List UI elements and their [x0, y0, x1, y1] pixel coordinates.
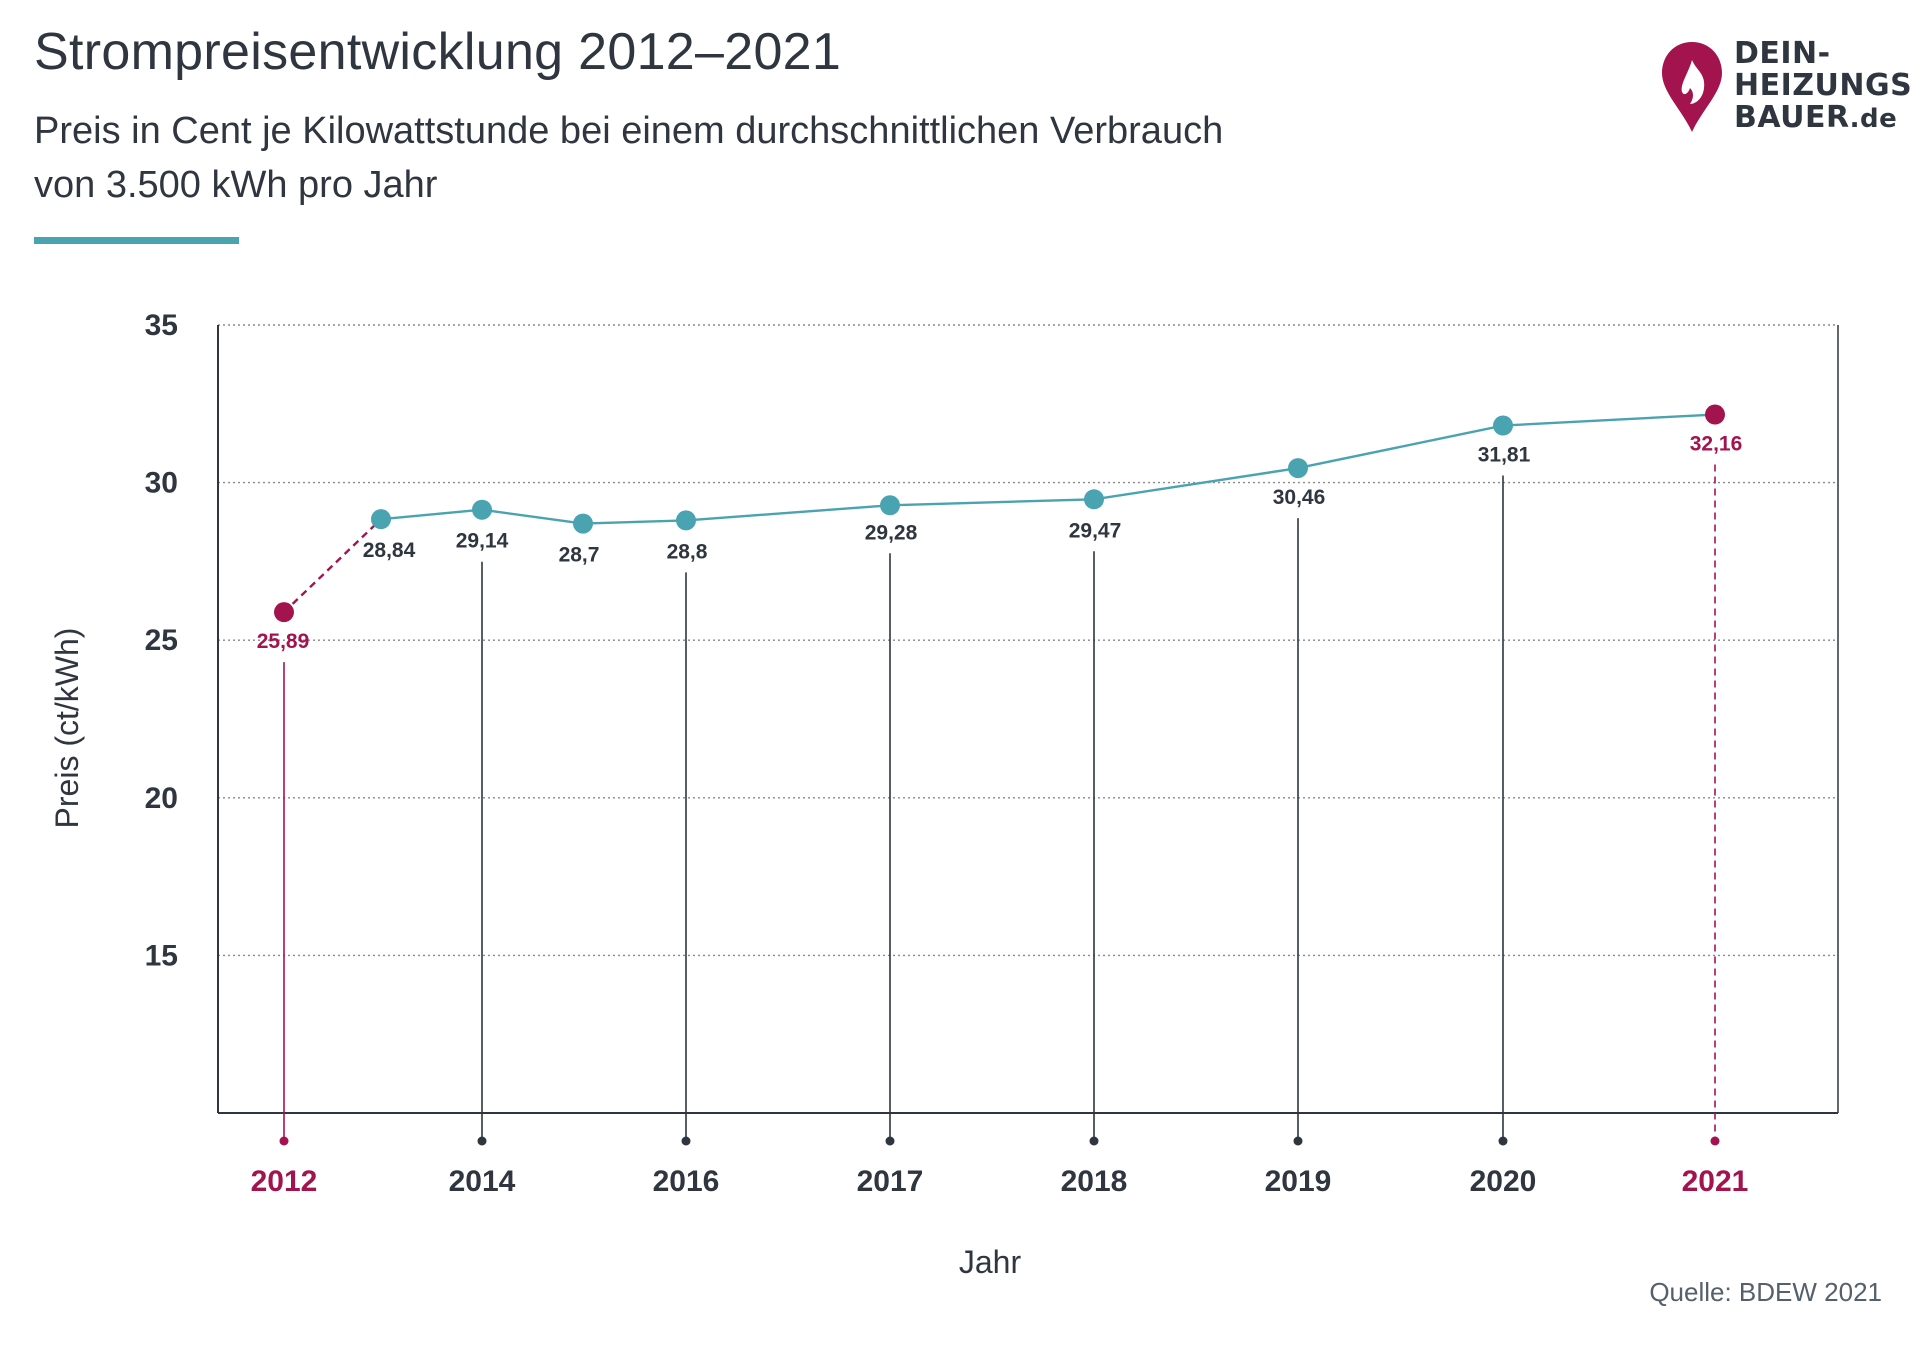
x-tick-label-2012: 2012: [251, 1165, 318, 1198]
data-point-2013: [371, 509, 391, 530]
x-tick-label-2014: 2014: [449, 1165, 516, 1198]
data-point-2015: [573, 513, 593, 534]
data-label-2012: 25,89: [257, 630, 310, 653]
x-tick-dot-2016: [681, 1136, 691, 1146]
y-axis-title: Preis (ct/kWh): [49, 628, 85, 829]
data-label-2015: 28,7: [559, 544, 600, 567]
data-point-2020: [1493, 415, 1513, 436]
line-segment-2019-2020: [1297, 424, 1504, 470]
logo: DEIN- HEIZUNGS BAUER.de: [1660, 38, 1912, 138]
chart-subtitle: Preis in Cent je Kilowattstunde bei eine…: [34, 104, 1434, 212]
data-point-2018: [1084, 489, 1104, 510]
line-segment-2018-2019: [1093, 466, 1299, 501]
x-tick-label-2020: 2020: [1470, 1165, 1537, 1198]
data-point-2021: [1705, 404, 1725, 425]
logo-tld: .de: [1849, 104, 1898, 134]
source-note: Quelle: BDEW 2021: [1649, 1277, 1882, 1307]
x-axis-title: Jahr: [959, 1244, 1022, 1280]
data-label-2019: 30,46: [1273, 486, 1326, 509]
x-tick-dot-2019: [1293, 1136, 1303, 1146]
line-segment-2017-2018: [889, 498, 1095, 507]
data-point-2017: [880, 495, 900, 516]
line-segment-2012-2013: [283, 518, 382, 614]
x-tick-dot-2014: [477, 1136, 487, 1146]
y-tick-label-25: 25: [145, 624, 178, 657]
data-label-2020: 31,81: [1478, 444, 1531, 467]
x-tick-dot-2021: [1710, 1136, 1720, 1146]
x-tick-dot-2012: [279, 1136, 289, 1146]
line-segment-2013-2014: [380, 508, 483, 521]
x-tick-dot-2017: [885, 1136, 895, 1146]
data-label-2018: 29,47: [1069, 519, 1122, 542]
logo-line-3: BAUER: [1734, 100, 1850, 135]
x-tick-label-2017: 2017: [857, 1165, 924, 1198]
x-tick-dot-2018: [1089, 1136, 1099, 1146]
line-segment-2016-2017: [685, 504, 891, 522]
subtitle-line-1: Preis in Cent je Kilowattstunde bei eine…: [34, 110, 1224, 152]
subtitle-line-2: von 3.500 kWh pro Jahr: [34, 164, 438, 206]
logo-line-1: DEIN-: [1734, 36, 1831, 71]
x-tick-label-2019: 2019: [1265, 1165, 1332, 1198]
data-point-2012: [274, 602, 294, 623]
line-segment-2020-2021: [1502, 413, 1716, 427]
x-tick-dot-2020: [1498, 1136, 1508, 1146]
data-label-2016: 28,8: [667, 540, 708, 563]
data-point-2014: [472, 499, 492, 520]
line-segment-2014-2015: [481, 508, 584, 525]
data-label-2021: 32,16: [1690, 433, 1743, 456]
y-tick-label-30: 30: [145, 467, 178, 500]
y-tick-label-20: 20: [145, 782, 178, 815]
flame-location-pin-icon: [1662, 42, 1722, 132]
title-accent-bar: [34, 237, 239, 244]
x-tick-label-2018: 2018: [1061, 1165, 1128, 1198]
chart-title: Strompreisentwicklung 2012–2021: [34, 23, 842, 81]
logo-wordmark: DEIN- HEIZUNGS BAUER.de: [1734, 38, 1912, 135]
y-tick-label-15: 15: [145, 939, 178, 972]
y-tick-label-35: 35: [145, 309, 178, 342]
line-segment-2015-2016: [582, 519, 687, 525]
logo-line-2: HEIZUNGS: [1734, 68, 1913, 103]
data-label-2013: 28,84: [363, 539, 416, 562]
x-tick-label-2016: 2016: [653, 1165, 720, 1198]
x-tick-label-2021: 2021: [1682, 1165, 1749, 1198]
data-label-2017: 29,28: [865, 521, 918, 544]
data-label-2014: 29,14: [456, 530, 509, 553]
data-point-2019: [1288, 458, 1308, 479]
data-point-2016: [676, 510, 696, 531]
